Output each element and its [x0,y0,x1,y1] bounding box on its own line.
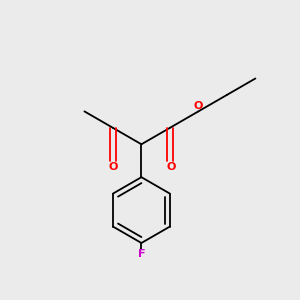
Text: O: O [167,162,176,172]
Text: F: F [138,249,145,260]
Text: O: O [108,162,118,172]
Text: O: O [194,101,203,111]
